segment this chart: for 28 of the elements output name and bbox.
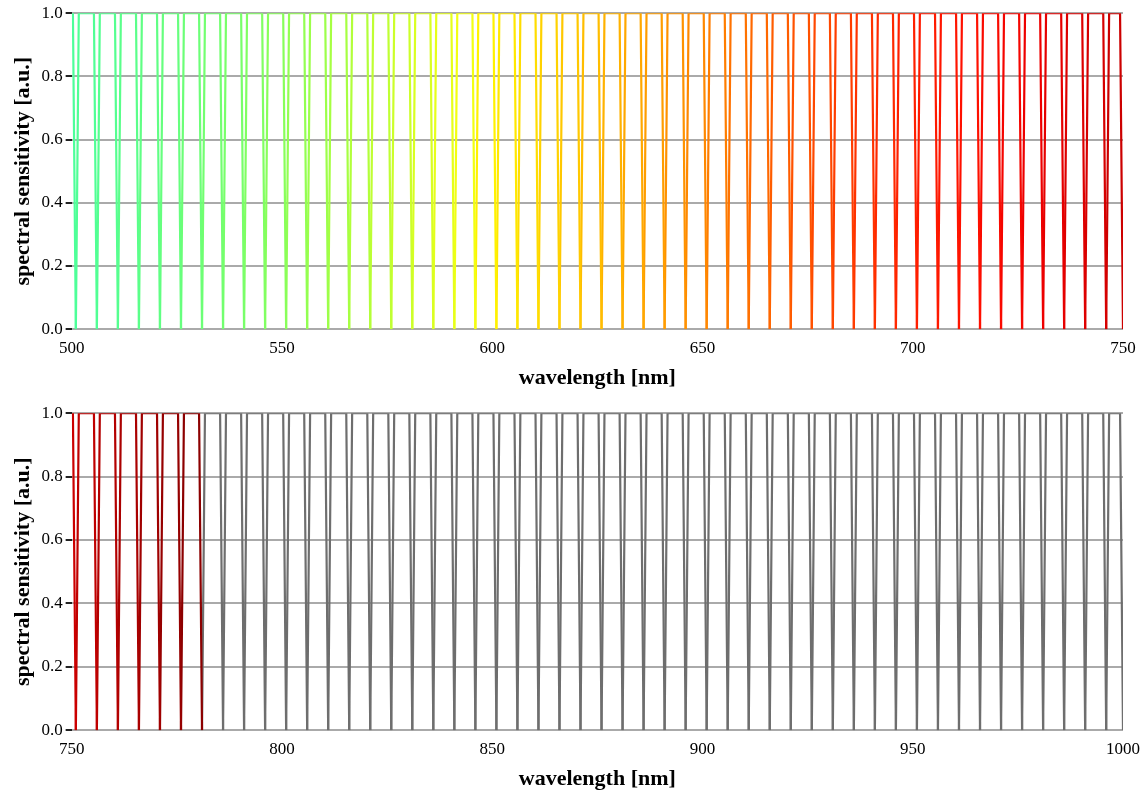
y-tick-label: 0.0 <box>41 719 63 739</box>
y-tick-label: 0.8 <box>41 65 63 85</box>
x-tick-label: 800 <box>269 738 295 758</box>
y-tick-label: 0.6 <box>41 529 63 549</box>
y-tick-label: 0.2 <box>41 255 63 275</box>
x-tick-label: 650 <box>689 337 716 357</box>
y-tick-label: 0.8 <box>41 466 63 486</box>
y-tick-label: 1.0 <box>41 2 63 22</box>
x-tick-label: 1000 <box>1106 738 1140 758</box>
x-tick-label: 700 <box>899 337 926 357</box>
x-axis-title: wavelength [nm] <box>518 364 676 390</box>
y-axis-title: spectral sensitivity [a.u.] <box>8 457 34 686</box>
y-tick-label: 0.2 <box>41 656 63 676</box>
y-tick-label: 0.4 <box>41 192 64 212</box>
y-tick-label: 1.0 <box>41 402 63 422</box>
y-axis-title: spectral sensitivity [a.u.] <box>8 56 34 286</box>
x-tick-label: 750 <box>1110 337 1136 357</box>
y-tick-label: 0.0 <box>41 318 63 338</box>
x-tick-label: 500 <box>58 337 85 357</box>
x-tick-label: 550 <box>269 337 295 357</box>
x-tick-label: 950 <box>899 738 926 758</box>
x-tick-label: 600 <box>479 337 505 357</box>
x-tick-label: 750 <box>58 738 85 758</box>
y-tick-label: 0.6 <box>41 129 63 149</box>
x-axis-title: wavelength [nm] <box>518 765 676 791</box>
y-tick-label: 0.4 <box>41 592 64 612</box>
x-tick-label: 900 <box>689 738 716 758</box>
x-tick-label: 850 <box>479 738 505 758</box>
